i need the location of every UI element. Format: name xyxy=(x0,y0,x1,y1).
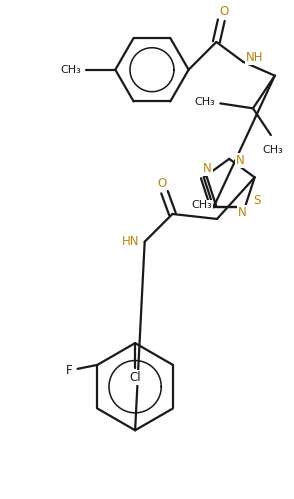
Text: CH₃: CH₃ xyxy=(263,145,283,155)
Text: Cl: Cl xyxy=(129,371,141,384)
Text: NH: NH xyxy=(246,51,264,64)
Text: S: S xyxy=(253,194,260,207)
Text: F: F xyxy=(66,364,73,377)
Text: N: N xyxy=(236,154,245,167)
Text: CH₃: CH₃ xyxy=(60,65,81,75)
Text: HN: HN xyxy=(122,235,140,248)
Text: N: N xyxy=(203,162,212,175)
Text: CH₃: CH₃ xyxy=(195,97,215,107)
Text: N: N xyxy=(238,206,246,219)
Text: CH₃: CH₃ xyxy=(191,200,212,210)
Text: O: O xyxy=(220,5,229,18)
Text: O: O xyxy=(157,177,166,190)
